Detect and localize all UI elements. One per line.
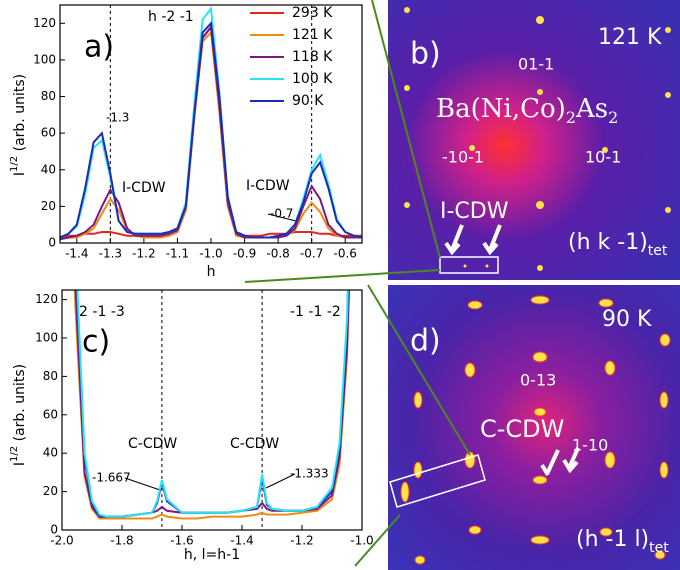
bragg-spots — [400, 295, 671, 565]
reflection-label: -10-1 — [442, 148, 484, 167]
plane-sub: tet — [649, 540, 669, 556]
y-axis-label-part: I — [12, 462, 28, 466]
formula-part: Ba(Ni,Co) — [436, 94, 566, 124]
reference-label: -0.7 — [270, 207, 293, 221]
y-tick-label: 120 — [33, 16, 56, 30]
x-tick-label: -0.6 — [334, 247, 357, 261]
legend-label: 118 K — [292, 49, 333, 65]
plot-frame — [61, 289, 363, 531]
panel-label: a) — [84, 30, 114, 65]
y-tick-label: 0 — [48, 236, 56, 250]
plane: (h -1 l) — [576, 527, 649, 552]
formula-sub: 2 — [608, 108, 618, 127]
connectors — [244, 0, 471, 567]
bragg-spots — [404, 7, 671, 271]
formula-sub: 2 — [566, 108, 576, 127]
diffraction-image — [388, 285, 680, 570]
temperature: 90 K — [602, 307, 652, 332]
x-tick-label: -1.0 — [199, 247, 222, 261]
cdw-label: I-CDW — [122, 180, 166, 196]
x-tick-label: -0.9 — [233, 247, 256, 261]
y-tick-label: 40 — [43, 446, 58, 460]
y-axis-label-part: 1/2 — [9, 156, 20, 172]
y-tick-label: 20 — [43, 484, 58, 498]
y-axis-label-part: (arb. units) — [12, 364, 28, 446]
x-axis-label: h — [207, 264, 216, 280]
y-tick-label: 80 — [41, 89, 56, 103]
plane-label: (h k -1)tet — [568, 230, 668, 259]
plot-lines — [60, 6, 362, 241]
panel-label: b) — [410, 37, 441, 72]
y-tick-label: 100 — [35, 331, 58, 345]
x-tick-label: -1.4 — [65, 247, 88, 261]
series-line — [73, 290, 351, 520]
plane: (h k -1) — [568, 230, 648, 255]
series-line — [76, 290, 349, 518]
highlight-box — [439, 256, 499, 274]
panel-d: 90 K d) 0-13 C-CDW 1-10 (h -1 l)tet — [388, 285, 680, 570]
diffraction-image — [388, 0, 680, 280]
y-tick-label: 60 — [41, 126, 56, 140]
y-tick-label: 80 — [43, 369, 58, 383]
y-tick-label: 20 — [41, 199, 56, 213]
cdw-label: C-CDW — [230, 436, 279, 452]
y-axis-label-part: 1/2 — [9, 446, 20, 462]
legend-label: 100 K — [292, 71, 333, 87]
annotation: h -2 -1 — [148, 9, 194, 25]
reflection-label: 01-1 — [518, 55, 554, 74]
plane-label: (h -1 l)tet — [576, 527, 669, 556]
y-tick-label: 40 — [41, 162, 56, 176]
cdw-label: C-CDW — [128, 436, 177, 452]
highlight-box — [389, 454, 486, 508]
x-tick-label: -1.8 — [110, 534, 133, 548]
legend-label: 293 K — [292, 5, 333, 21]
panel-label: c) — [82, 325, 110, 360]
reference-label: -1.667 — [92, 471, 131, 485]
reference-label: -1.333 — [290, 467, 329, 481]
annotation: -2 -1 -3 — [74, 304, 125, 320]
x-tick-label: -1.0 — [350, 534, 373, 548]
reflection-label: 0-13 — [520, 371, 556, 390]
arrows — [540, 447, 580, 477]
y-tick-label: 120 — [35, 292, 58, 306]
temperature: 121 K — [598, 25, 662, 50]
formula-part: As — [575, 94, 608, 124]
y-axis-label: I1/2 (arb. units) — [9, 74, 28, 176]
reference-label: -1.3 — [106, 111, 129, 125]
y-axis-label: I1/2 (arb. units) — [9, 364, 28, 466]
x-tick-label: -0.7 — [300, 247, 323, 261]
y-tick-label: 0 — [50, 523, 58, 537]
x-tick-label: -1.2 — [132, 247, 155, 261]
x-axis-label: h, l=h-1 — [184, 547, 240, 563]
y-tick-label: 100 — [33, 52, 56, 66]
plane-sub: tet — [648, 243, 668, 259]
y-axis-label-part: (arb. units) — [12, 74, 28, 156]
panel-b: b) 121 K 01-1 -10-1 10-1 Ba(Ni,Co)2As2 I… — [388, 0, 680, 280]
formula: Ba(Ni,Co)2As2 — [436, 94, 618, 127]
x-tick-label: -1.6 — [170, 534, 193, 548]
cdw-label: I-CDW — [246, 178, 290, 194]
x-tick-label: -1.4 — [230, 534, 253, 548]
series-line — [60, 21, 362, 239]
legend-label: 90 K — [292, 93, 324, 109]
y-tick-label: 60 — [43, 407, 58, 421]
y-axis-label-part: I — [12, 172, 28, 176]
panel-label: d) — [410, 324, 441, 359]
arrows — [444, 224, 502, 256]
plot-frame — [59, 4, 363, 244]
x-tick-label: -1.1 — [166, 247, 189, 261]
reflection-label: 10-1 — [585, 148, 621, 167]
leader-lines — [124, 213, 301, 491]
x-tick-label: -2.0 — [50, 534, 73, 548]
annotation: -1 -1 -2 — [290, 304, 341, 320]
cdw-label: I-CDW — [440, 199, 509, 224]
legend-label: 121 K — [292, 27, 333, 43]
x-tick-label: -1.3 — [99, 247, 122, 261]
reflection-label: 1-10 — [572, 436, 608, 455]
cdw-label: C-CDW — [480, 415, 564, 443]
x-tick-label: -1.2 — [290, 534, 313, 548]
x-tick-label: -0.8 — [266, 247, 289, 261]
plot-lines — [73, 290, 351, 520]
